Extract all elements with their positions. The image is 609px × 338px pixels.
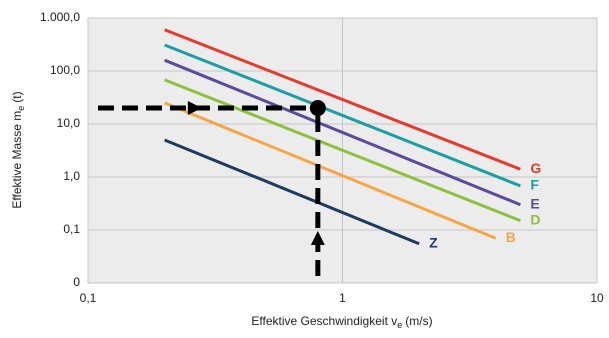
y-tick-label: 0 <box>73 275 80 289</box>
y-tick-label: 1.000,0 <box>40 10 80 24</box>
series-line <box>164 138 420 246</box>
y-tick-label: 0,1 <box>63 222 80 236</box>
y-tick-label: 1,0 <box>63 169 80 183</box>
series-label: B <box>506 229 516 245</box>
x-tick-label: 1 <box>339 291 346 305</box>
x-title-text: Effektive Geschwindigkeit v <box>251 314 397 328</box>
series-label: Z <box>429 234 438 250</box>
series-line <box>164 58 521 207</box>
series-line <box>164 43 521 188</box>
x-title-unit: (m/s) <box>405 314 432 328</box>
arrow-head <box>310 231 325 245</box>
series-line <box>164 101 497 240</box>
y-tick-label: 10,0 <box>57 116 81 130</box>
y-axis-title: Effektive Masse me (t) <box>10 91 26 208</box>
x-axis-title: Effektive Geschwindigkeit ve (m/s) <box>251 314 432 330</box>
series-label: E <box>530 195 539 211</box>
x-title-sub: e <box>397 320 402 330</box>
y-tick-label: 100,0 <box>50 63 80 77</box>
series-label: G <box>530 160 541 176</box>
y-title-unit: (t) <box>10 91 24 102</box>
y-title-text: Effektive Masse m <box>10 111 24 209</box>
series-label: D <box>530 211 540 227</box>
example-point <box>309 100 326 117</box>
x-tick-label: 10 <box>590 291 604 305</box>
x-tick-label: 0,1 <box>80 291 97 305</box>
arrow-head <box>187 101 202 116</box>
series-line <box>164 78 521 223</box>
y-title-sub: e <box>16 106 26 111</box>
series-line <box>164 28 521 171</box>
series-label: F <box>530 177 539 193</box>
